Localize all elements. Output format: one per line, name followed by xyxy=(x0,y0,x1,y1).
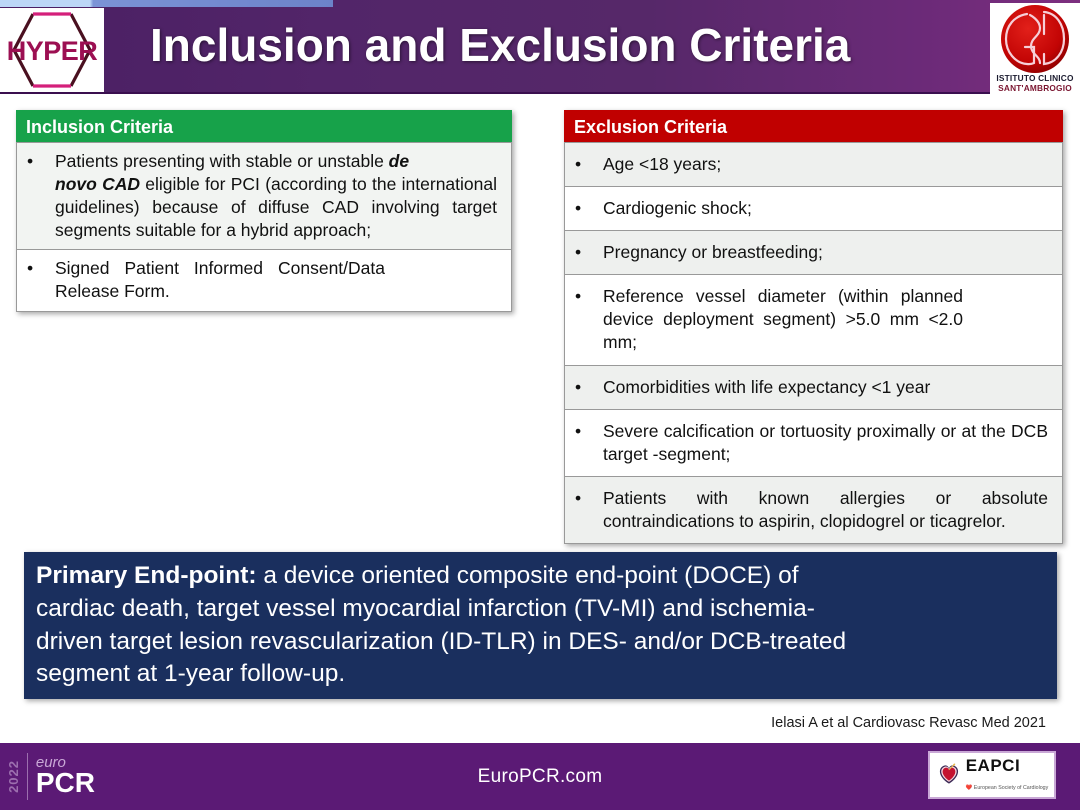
svg-text:HYPER: HYPER xyxy=(7,36,98,66)
